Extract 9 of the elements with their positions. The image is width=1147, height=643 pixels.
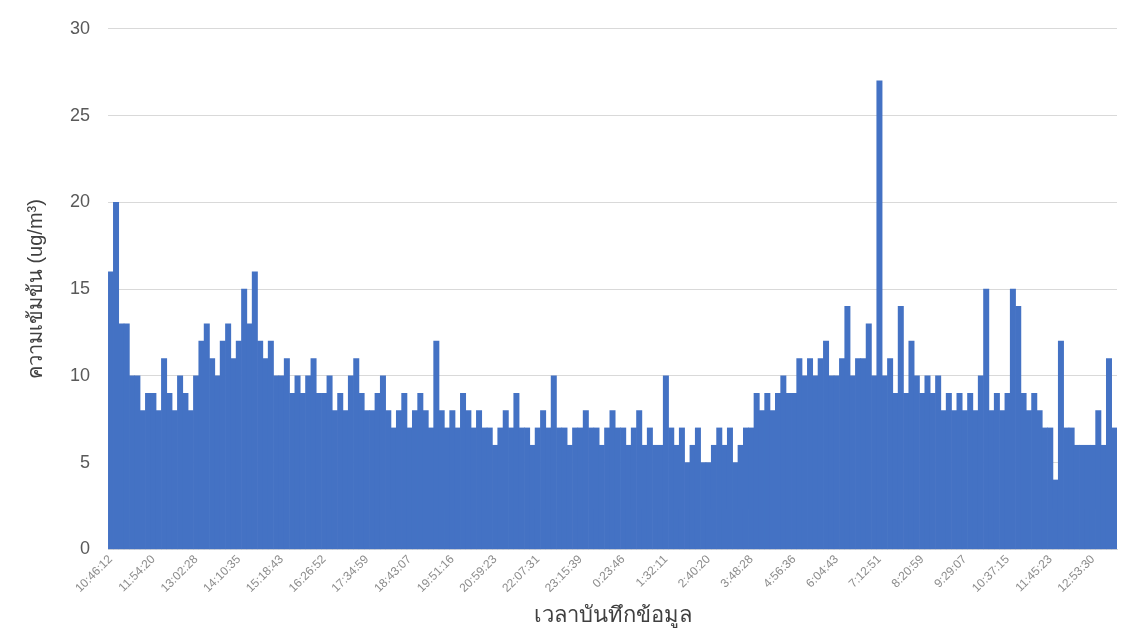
- y-tick-label: 5: [80, 451, 91, 472]
- y-axis-title: ความเข้มข้น (ug/m³): [23, 199, 46, 380]
- x-axis-title: เวลาบันทึกข้อมูล: [533, 601, 692, 628]
- y-tick-label: 15: [69, 278, 91, 299]
- y-tick-label: 0: [80, 538, 91, 559]
- y-tick-label: 25: [69, 104, 91, 125]
- y-tick-label: 20: [69, 191, 91, 212]
- y-tick-label: 30: [69, 17, 91, 38]
- y-tick-label: 10: [69, 364, 91, 385]
